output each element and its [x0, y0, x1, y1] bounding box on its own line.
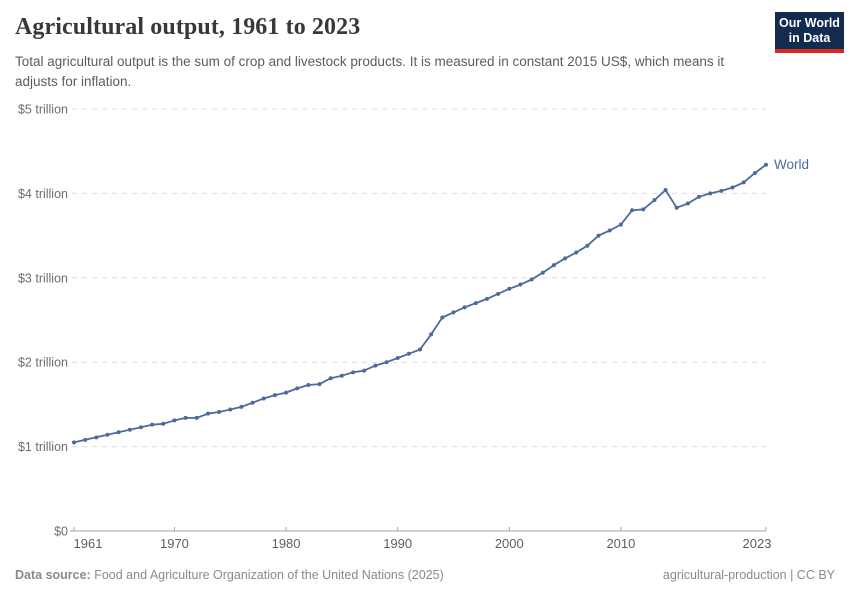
y-axis-label: $4 trillion [18, 187, 68, 201]
y-axis-label: $0 [54, 525, 68, 539]
data-point[interactable] [317, 382, 322, 387]
data-point[interactable] [150, 422, 155, 427]
data-point[interactable] [708, 191, 713, 196]
data-point[interactable] [529, 277, 534, 282]
y-axis-label: $5 trillion [18, 103, 68, 117]
data-point[interactable] [172, 418, 177, 423]
x-axis-tick-label: 2000 [495, 536, 524, 551]
page-title: Agricultural output, 1961 to 2023 [15, 14, 361, 40]
data-point[interactable] [406, 351, 411, 356]
line-chart: $0 $1 trillion $2 trillion $3 trillion $4 tr… [0, 95, 850, 565]
data-point[interactable] [105, 432, 110, 437]
data-point[interactable] [540, 270, 545, 275]
data-point[interactable] [395, 355, 400, 360]
data-point[interactable] [351, 370, 356, 375]
owid-logo[interactable]: Our World in Data [775, 12, 844, 53]
data-point[interactable] [741, 180, 746, 185]
data-point[interactable] [161, 421, 166, 426]
data-point[interactable] [250, 400, 255, 405]
data-point[interactable] [518, 282, 523, 287]
line-chart-canvas: $0 $1 trillion $2 trillion $3 trillion $4 tr… [18, 103, 809, 552]
data-point[interactable] [429, 332, 434, 337]
data-point[interactable] [328, 376, 333, 381]
data-point[interactable] [72, 440, 76, 445]
data-point[interactable] [451, 310, 456, 315]
data-point[interactable] [563, 256, 568, 261]
data-point[interactable] [641, 207, 646, 212]
x-axis-tick-label: 1980 [272, 536, 301, 551]
data-source-text: Data source: Food and Agriculture Organi… [15, 568, 444, 582]
owid-logo-redbar [775, 49, 844, 53]
data-point[interactable] [284, 390, 289, 395]
owid-logo-line1: Our World [779, 15, 840, 30]
data-point[interactable] [764, 162, 768, 167]
data-point[interactable] [607, 228, 612, 233]
data-point[interactable] [418, 347, 422, 352]
data-point[interactable] [127, 427, 132, 432]
y-axis-label: $3 trillion [18, 271, 68, 285]
data-point[interactable] [585, 243, 590, 248]
world-line[interactable] [73, 163, 767, 444]
x-axis-tick-label: 2010 [606, 536, 635, 551]
data-point[interactable] [183, 415, 188, 420]
y-axis-label: $1 trillion [18, 440, 68, 454]
data-point[interactable] [663, 188, 668, 193]
x-axis-tick-label: 2023 [743, 536, 772, 551]
data-point[interactable] [685, 201, 690, 206]
data-point[interactable] [384, 360, 389, 365]
data-point[interactable] [697, 194, 702, 199]
data-point[interactable] [94, 435, 99, 440]
data-point[interactable] [306, 382, 311, 387]
data-point[interactable] [484, 296, 489, 301]
world-end-label[interactable]: World [774, 157, 809, 172]
x-axis-tick-label: 1990 [383, 536, 412, 551]
data-point[interactable] [362, 368, 367, 373]
owid-logo-text: Our World in Data [775, 12, 844, 49]
data-point[interactable] [205, 411, 210, 416]
data-source-label: Data source: [15, 568, 91, 582]
data-point[interactable] [551, 263, 556, 268]
data-point[interactable] [261, 396, 266, 401]
data-point[interactable] [373, 363, 378, 368]
data-point[interactable] [272, 393, 277, 398]
chart-subtitle: Total agricultural output is the sum of … [15, 54, 725, 89]
data-point[interactable] [462, 305, 467, 310]
data-source-value: Food and Agriculture Organization of the… [94, 568, 444, 582]
data-point[interactable] [116, 430, 121, 435]
data-point[interactable] [194, 415, 199, 420]
data-point[interactable] [339, 373, 344, 378]
data-point[interactable] [652, 198, 657, 203]
data-point[interactable] [217, 409, 222, 414]
data-point[interactable] [228, 407, 233, 412]
chart-footer: Data source: Food and Agriculture Organi… [15, 568, 835, 582]
y-axis-label: $2 trillion [18, 356, 68, 370]
data-point[interactable] [496, 291, 501, 296]
data-point[interactable] [138, 425, 143, 430]
data-point[interactable] [295, 386, 300, 391]
data-point[interactable] [719, 188, 724, 193]
data-point[interactable] [473, 301, 478, 306]
x-axis-tick-label: 1961 [74, 536, 103, 551]
data-point[interactable] [674, 205, 679, 210]
owid-logo-line2: in Data [788, 30, 831, 45]
data-point[interactable] [618, 222, 623, 227]
data-point[interactable] [596, 233, 601, 238]
data-point[interactable] [239, 404, 244, 409]
data-point[interactable] [574, 250, 579, 255]
data-point[interactable] [440, 315, 445, 320]
x-axis-tick-label: 1970 [160, 536, 189, 551]
data-point[interactable] [83, 437, 88, 442]
data-point[interactable] [630, 208, 635, 213]
data-point[interactable] [730, 185, 735, 190]
license-link[interactable]: agricultural-production | CC BY [662, 568, 835, 582]
data-point[interactable] [507, 286, 512, 291]
data-point[interactable] [752, 171, 757, 176]
